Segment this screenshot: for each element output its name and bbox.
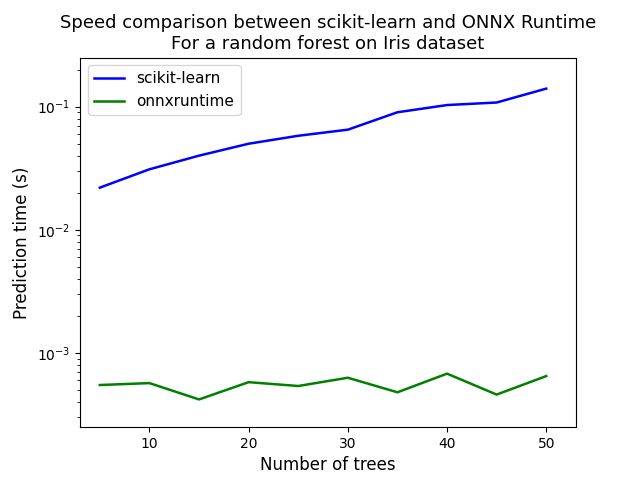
scikit-learn [344,127,352,132]
onnxruntime [493,392,500,397]
onnxruntime [294,383,302,389]
Legend: scikit-learn, onnxruntime: scikit-learn, onnxruntime [88,65,241,115]
scikit-learn [96,185,104,191]
onnxruntime [344,375,352,381]
scikit-learn [394,109,401,115]
onnxruntime [394,389,401,395]
Line: scikit-learn: scikit-learn [100,89,547,188]
onnxruntime [543,373,550,379]
scikit-learn [195,153,203,158]
scikit-learn [444,102,451,108]
scikit-learn [245,141,253,146]
onnxruntime [245,379,253,385]
onnxruntime [146,380,154,386]
scikit-learn [146,167,154,172]
onnxruntime [444,371,451,376]
scikit-learn [493,100,500,106]
Title: Speed comparison between scikit-learn and ONNX Runtime
For a random forest on Ir: Speed comparison between scikit-learn an… [60,14,596,53]
X-axis label: Number of trees: Number of trees [260,456,396,474]
onnxruntime [96,382,104,388]
scikit-learn [543,86,550,92]
Y-axis label: Prediction time (s): Prediction time (s) [13,166,31,319]
scikit-learn [294,133,302,139]
onnxruntime [195,396,203,402]
Line: onnxruntime: onnxruntime [100,373,547,399]
